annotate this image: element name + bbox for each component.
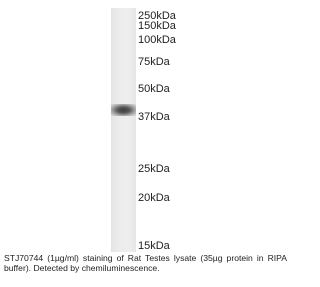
- marker-label: 15kDa: [138, 241, 170, 252]
- caption: STJ70744 (1µg/ml) staining of Rat Testes…: [4, 253, 287, 273]
- marker-label: 20kDa: [138, 193, 170, 204]
- marker-label: 37kDa: [138, 112, 170, 123]
- marker-label: 75kDa: [138, 57, 170, 68]
- blot-lane: [111, 8, 136, 252]
- marker-label: 25kDa: [138, 164, 170, 175]
- marker-label: 100kDa: [138, 35, 176, 46]
- marker-label: 50kDa: [138, 84, 170, 95]
- protein-band: [111, 104, 136, 116]
- marker-label: 150kDa: [138, 21, 176, 32]
